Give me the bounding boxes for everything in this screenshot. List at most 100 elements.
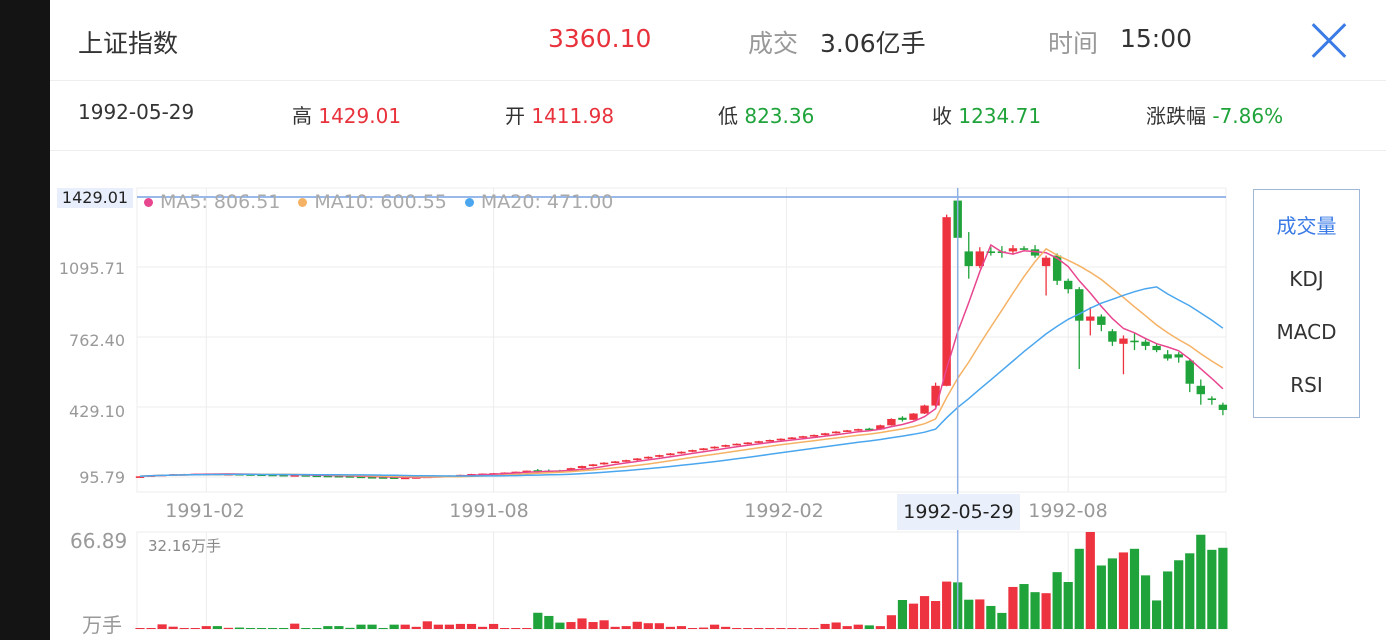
candle-body xyxy=(1141,341,1150,346)
volume-bar xyxy=(256,628,267,629)
volume-bar xyxy=(886,615,896,629)
volume-bar xyxy=(212,626,222,629)
candle-body xyxy=(831,431,841,434)
volume-bar xyxy=(433,624,443,629)
candle-body xyxy=(1097,316,1106,325)
volume-bar xyxy=(1008,586,1018,629)
ma10-line xyxy=(139,247,1224,478)
candle-body xyxy=(1030,249,1040,256)
candle-body xyxy=(820,433,830,435)
candle-body xyxy=(776,438,786,441)
indicator-rsi[interactable]: RSI xyxy=(1290,373,1323,397)
volume-bar xyxy=(897,599,908,629)
volume-bar xyxy=(157,624,167,629)
volume-bar xyxy=(544,615,554,629)
volume-bar xyxy=(1174,560,1184,629)
open-value: 1411.98 xyxy=(531,104,615,128)
volume-bar xyxy=(411,626,421,629)
volume-bar xyxy=(356,624,366,629)
volume-bar xyxy=(367,624,377,629)
y-tick-label: 762.40 xyxy=(69,331,125,350)
volume-value: 3.06亿手 xyxy=(820,29,926,58)
volume-plot-frame xyxy=(136,531,1227,630)
candle-body xyxy=(1130,340,1139,343)
candle-body xyxy=(732,443,741,446)
candle-body xyxy=(644,456,653,459)
open-label: 开 xyxy=(505,104,525,128)
volume-bar xyxy=(168,626,178,629)
candle-body xyxy=(920,405,929,414)
volume-max-label: 66.89 xyxy=(70,529,128,553)
volume-bar xyxy=(610,626,620,629)
volume-bar xyxy=(477,626,488,629)
y-tick-label: 429.10 xyxy=(69,402,125,421)
ma20-legend: MA20: 471.00 xyxy=(464,191,613,213)
volume-bar xyxy=(1096,565,1106,629)
volume-bar xyxy=(1041,593,1051,629)
volume-bar xyxy=(1063,582,1073,629)
candle-body xyxy=(1163,354,1172,359)
volume-bar xyxy=(400,624,410,629)
candle-body xyxy=(677,451,686,454)
candle-body xyxy=(334,475,344,478)
volume-current-label: 32.16万手 xyxy=(148,537,221,555)
volume-bar xyxy=(1218,547,1228,629)
volume-bar xyxy=(1019,584,1029,629)
ma20-line xyxy=(139,286,1224,478)
candle-body xyxy=(1152,345,1161,351)
volume-bar xyxy=(986,605,996,629)
candle-body xyxy=(1019,248,1029,250)
volume-bar xyxy=(422,621,432,629)
volume-bar xyxy=(522,628,532,629)
candle-body xyxy=(843,430,852,432)
volume-bar xyxy=(842,626,852,629)
volume-bar xyxy=(1196,534,1206,629)
volume-bar xyxy=(632,621,642,629)
volume-bar xyxy=(687,628,698,629)
time-value: 15:00 xyxy=(1120,24,1193,53)
indicator-macd[interactable]: MACD xyxy=(1276,320,1337,344)
volume-bar xyxy=(776,628,786,629)
high-value: 1429.01 xyxy=(318,104,402,128)
candle-body xyxy=(798,436,808,438)
volume-bar xyxy=(1052,572,1062,629)
indicator-kdj[interactable]: KDJ xyxy=(1289,267,1324,291)
ma5-dot-icon xyxy=(144,198,153,207)
volume-bar xyxy=(1185,553,1195,629)
volume-bar xyxy=(853,624,863,629)
candle-body xyxy=(688,450,697,452)
candle-body xyxy=(721,445,730,447)
candle-body xyxy=(754,441,763,443)
crosshair-date-label: 1992-05-29 xyxy=(897,494,1020,530)
crosshair-price-label: 1429.01 xyxy=(57,188,133,208)
candle-body xyxy=(290,475,299,477)
volume-bar xyxy=(908,603,919,629)
volume-bar xyxy=(875,626,885,629)
volume-bar xyxy=(831,622,841,629)
candle-body xyxy=(1052,255,1062,281)
volume-label: 成交 xyxy=(748,29,799,58)
volume-bar xyxy=(798,628,808,629)
volume-bar xyxy=(919,596,930,629)
volume-bar xyxy=(1163,571,1173,629)
candle-body xyxy=(345,476,355,478)
candle-body xyxy=(699,448,708,451)
volume-bar xyxy=(290,623,300,629)
volume-bar xyxy=(820,623,830,629)
candle-body xyxy=(301,475,310,477)
volume-bar xyxy=(1085,531,1095,629)
volume-bar xyxy=(190,628,200,629)
y-tick-label: 95.79 xyxy=(79,468,125,487)
volume-bar xyxy=(1207,549,1217,629)
volume-bar xyxy=(732,628,742,629)
time-label: 时间 xyxy=(1048,29,1099,58)
candle-body xyxy=(633,458,642,461)
price-plot-frame xyxy=(136,187,1227,493)
volume-bar xyxy=(599,620,609,629)
volume-bar xyxy=(942,581,952,629)
y-tick-label: 1095.71 xyxy=(58,259,125,278)
left-edge-bar xyxy=(0,0,50,640)
indicator-volume[interactable]: 成交量 xyxy=(1276,214,1337,238)
volume-bar xyxy=(378,628,388,629)
